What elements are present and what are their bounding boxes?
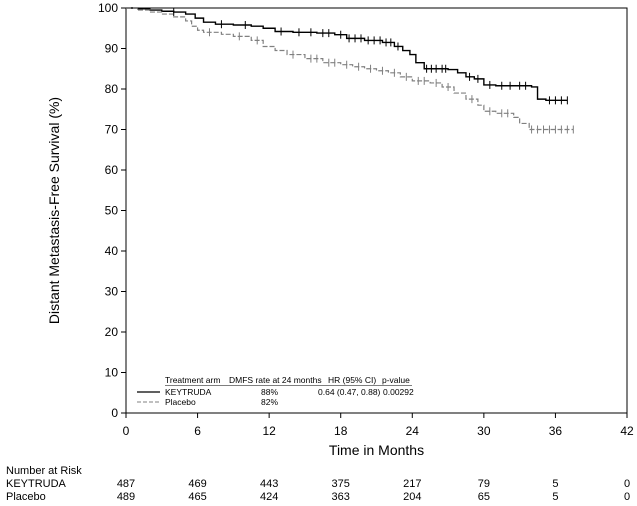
x-tick-label-2: 12	[262, 424, 276, 438]
legend-pvalue-keytruda: 0.00292	[383, 387, 414, 397]
risk-placebo-12: 424	[260, 491, 278, 503]
number-at-risk-table: Number at Risk KEYTRUDA Placebo 487 469 44…	[6, 465, 630, 503]
legend-dmfs-placebo: 82%	[261, 397, 278, 407]
risk-keytruda-36: 5	[552, 478, 558, 490]
y-tick-label-10: 100	[98, 1, 118, 15]
legend-label-keytruda: KEYTRUDA	[165, 387, 212, 397]
y-tick-label-5: 50	[105, 204, 119, 218]
x-tick-label-7: 42	[620, 424, 634, 438]
legend-header-hr: HR (95% CI)	[328, 375, 376, 385]
risk-title: Number at Risk	[6, 465, 82, 477]
curve-keytruda	[126, 7, 568, 102]
censor-marks	[173, 8, 574, 134]
legend-hr-keytruda: 0.64 (0.47, 0.88)	[318, 387, 381, 397]
y-tick-label-3: 30	[105, 285, 119, 299]
risk-placebo-0: 489	[117, 491, 135, 503]
risk-label-keytruda: KEYTRUDA	[6, 478, 67, 490]
legend-header-pvalue: p-value	[382, 375, 410, 385]
x-tick-label-6: 36	[549, 424, 563, 438]
axes: 0 10 20 30 40 50 60 70 80 90 100 0 6 12 18 24 30 36 42 Time…	[46, 1, 634, 458]
risk-keytruda-0: 487	[117, 478, 135, 490]
curve-placebo	[126, 7, 574, 131]
risk-placebo-30: 65	[478, 491, 490, 503]
x-tick-label-0: 0	[123, 424, 130, 438]
x-axis-title: Time in Months	[329, 442, 424, 458]
risk-placebo-24: 204	[403, 491, 421, 503]
legend-dmfs-keytruda: 88%	[261, 387, 278, 397]
risk-keytruda-24: 217	[403, 478, 421, 490]
risk-keytruda-6: 469	[188, 478, 206, 490]
legend-header-dmfs: DMFS rate at 24 months	[229, 375, 322, 385]
y-tick-label-7: 70	[105, 123, 119, 137]
risk-placebo-36: 5	[552, 491, 558, 503]
risk-placebo-6: 465	[188, 491, 206, 503]
y-tick-label-9: 90	[105, 42, 119, 56]
legend-header-arm: Treatment arm	[165, 375, 220, 385]
legend-label-placebo: Placebo	[165, 397, 196, 407]
risk-label-placebo: Placebo	[6, 491, 46, 503]
y-tick-label-2: 20	[105, 325, 119, 339]
y-tick-label-8: 80	[105, 82, 119, 96]
risk-placebo-42: 0	[624, 491, 630, 503]
x-tick-label-3: 18	[334, 424, 348, 438]
x-tick-label-1: 6	[194, 424, 201, 438]
y-tick-label-6: 60	[105, 163, 119, 177]
y-axis-title: Distant Metastasis-Free Survival (%)	[46, 97, 62, 324]
risk-placebo-18: 363	[332, 491, 350, 503]
x-tick-label-5: 30	[477, 424, 491, 438]
survival-curves	[126, 7, 574, 131]
y-tick-label-4: 40	[105, 244, 119, 258]
y-tick-label-1: 10	[105, 366, 119, 380]
risk-keytruda-18: 375	[332, 478, 350, 490]
risk-keytruda-12: 443	[260, 478, 278, 490]
risk-keytruda-30: 79	[478, 478, 490, 490]
y-tick-label-0: 0	[111, 406, 118, 420]
x-tick-label-4: 24	[406, 424, 420, 438]
legend: Treatment arm DMFS rate at 24 months HR …	[137, 375, 414, 407]
risk-keytruda-42: 0	[624, 478, 630, 490]
